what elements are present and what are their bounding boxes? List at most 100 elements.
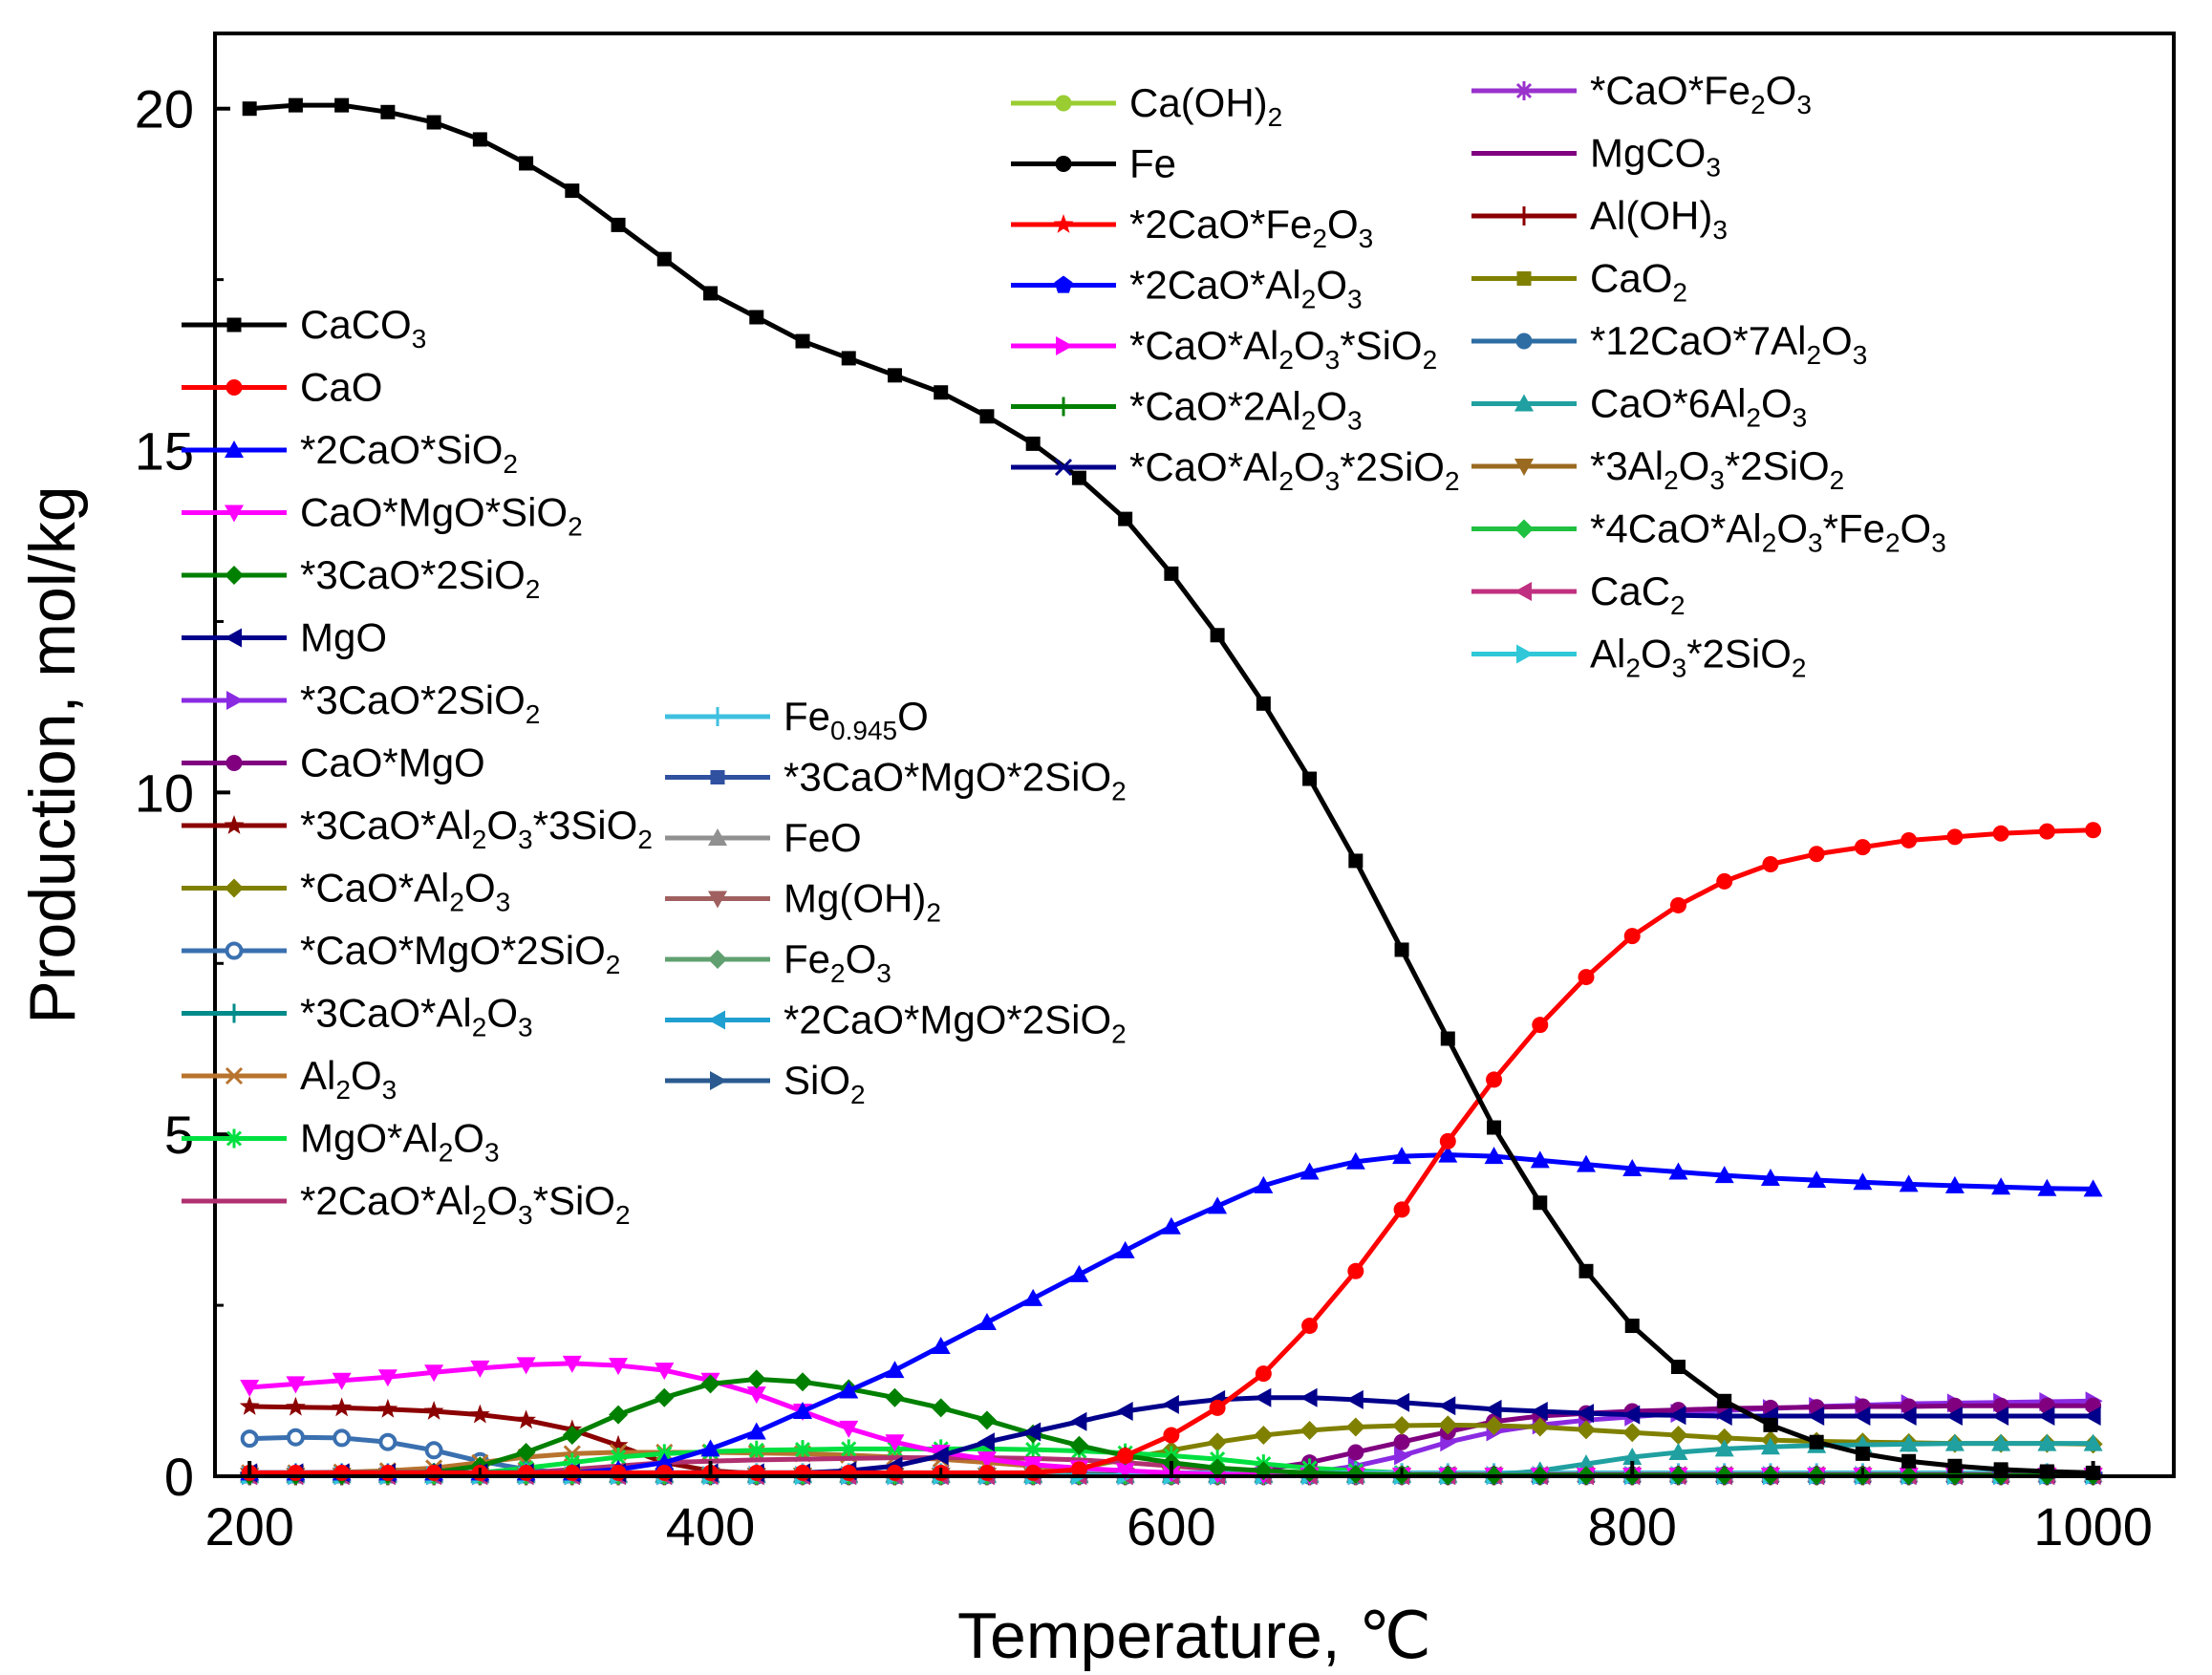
data-point (1530, 1150, 1550, 1169)
legend-label-part: 3 (518, 825, 533, 854)
data-point (1208, 1432, 1228, 1452)
legend-label: Fe (1129, 141, 1176, 186)
data-point (1025, 436, 1041, 451)
data-point (1622, 1405, 1641, 1425)
data-point (1807, 1170, 1827, 1189)
data-point (1899, 1434, 1919, 1452)
legend-label-part: CaO (300, 365, 382, 410)
data-point (288, 97, 303, 113)
legend-label-part: CaO (1590, 256, 1672, 301)
data-point (424, 1364, 444, 1383)
legend-label: *2CaO*Fe2O3 (1129, 202, 1373, 253)
data-point (977, 1432, 995, 1452)
data-point (1056, 336, 1073, 355)
legend-label-part: 3 (1347, 285, 1363, 314)
data-point (793, 1440, 812, 1460)
legend-item: *12CaO*7Al2O3 (1471, 318, 1867, 370)
legend-label-part: O (1821, 318, 1853, 363)
legend-label-part: *4CaO*Al (1590, 506, 1762, 551)
data-point (565, 183, 580, 199)
data-point (609, 1405, 629, 1425)
legend-item: *CaO*Al2O3 (182, 866, 510, 917)
legend-label: MgO*Al2O3 (300, 1116, 500, 1168)
legend-label-part: Fe (1129, 141, 1176, 186)
legend-label-part: O (1761, 381, 1793, 426)
data-point (470, 1360, 490, 1378)
legend-label-part: 2 (1830, 465, 1845, 495)
data-point (1899, 1407, 1917, 1427)
data-point (656, 251, 672, 267)
legend-label: *4CaO*Al2O3*Fe2O3 (1590, 506, 1946, 558)
legend-label-part: 2 (1750, 90, 1766, 119)
legend-label-part: 2 (926, 898, 941, 928)
data-point (1809, 1434, 1824, 1450)
legend-label-part: *SiO (1340, 323, 1422, 368)
data-point (1484, 1399, 1502, 1419)
data-point (426, 115, 441, 130)
data-point (1163, 1427, 1180, 1444)
data-point (1070, 1461, 1087, 1478)
legend-label-part: *3CaO*Al (300, 803, 472, 848)
data-point (1944, 1433, 1965, 1451)
data-point (1578, 1263, 1594, 1278)
legend-label-part: Al(OH) (1590, 193, 1712, 238)
data-point (1530, 1417, 1550, 1437)
legend-label-part: *2CaO*Al (1129, 263, 1301, 308)
x-tick-label: 200 (204, 1496, 293, 1557)
data-point (1944, 1407, 1963, 1427)
data-point (1209, 1399, 1226, 1416)
legend-label-part: CaO*MgO*SiO (300, 490, 568, 535)
data-point (286, 1376, 306, 1394)
data-point (885, 1434, 905, 1452)
legend-item: CaO2 (1471, 256, 1687, 308)
data-point (225, 566, 244, 585)
legend-item: *2CaO*Al2O3 (1011, 263, 1363, 314)
legend-item: *3CaO*2SiO2 (182, 677, 540, 729)
legend-label-part: O (1901, 506, 1932, 551)
legend-label-part: 3 (1347, 406, 1363, 436)
data-point (224, 815, 245, 834)
legend-label-part: 3 (496, 888, 511, 917)
legend-label-part: 2 (449, 888, 464, 917)
data-point (1115, 1402, 1133, 1422)
legend-item: Al2O3*2SiO2 (1471, 632, 1806, 683)
data-point (242, 101, 257, 117)
legend-label-part: 3 (518, 1200, 533, 1230)
legend-label-part: *2CaO*Fe (1129, 202, 1312, 247)
data-point (1577, 1404, 1594, 1424)
legend-label-part: 2 (1625, 654, 1641, 683)
legend-item: CaO*MgO*SiO2 (182, 490, 583, 542)
data-point (700, 1439, 720, 1457)
data-point (1438, 1145, 1458, 1163)
data-point (240, 1429, 259, 1449)
data-point (1668, 1442, 1688, 1460)
data-point (1208, 1196, 1228, 1214)
legend-label-part: O (1316, 384, 1347, 429)
legend-label-part: O (1776, 506, 1808, 551)
data-point (1808, 846, 1825, 863)
data-point (710, 1071, 727, 1090)
data-point (226, 691, 244, 710)
data-point (1623, 928, 1641, 945)
legend-label-part: 3 (484, 1138, 500, 1168)
data-point (1901, 1453, 1917, 1469)
data-point (1347, 1262, 1364, 1279)
legend-label-part: 2 (1312, 224, 1327, 253)
data-point (425, 1464, 442, 1481)
data-point (1438, 1415, 1458, 1435)
data-point (1210, 628, 1225, 643)
data-point (1394, 1446, 1412, 1466)
data-point (1255, 1365, 1272, 1383)
legend-label-part: 2 (472, 825, 487, 854)
data-point (1208, 1458, 1228, 1478)
legend-label: *2CaO*Al2O3 (1129, 263, 1363, 314)
legend-label-part: O (1294, 323, 1325, 368)
legend-label-part: *3Al (1590, 443, 1664, 488)
data-point (1299, 1421, 1320, 1441)
data-point (2083, 1179, 2103, 1197)
legend-label-part: 0.945 (830, 716, 897, 745)
legend-label-part: Fe (784, 694, 830, 739)
data-point (1053, 214, 1074, 233)
data-point (225, 1003, 244, 1023)
data-point (1024, 1464, 1042, 1481)
